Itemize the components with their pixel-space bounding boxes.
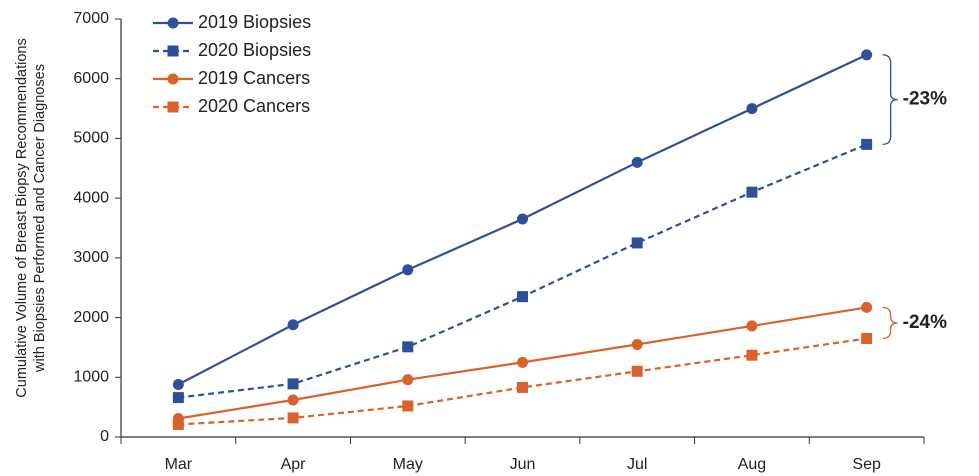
- x-tick-label: May: [393, 456, 423, 473]
- marker: [861, 49, 873, 61]
- brace: [882, 54, 898, 146]
- y-tick-label: 2000: [73, 309, 109, 326]
- x-tick-label: Aug: [738, 456, 766, 473]
- marker: [517, 291, 528, 303]
- y-tick-label: 1000: [73, 369, 109, 386]
- marker: [287, 412, 299, 424]
- marker: [746, 186, 758, 198]
- x-tick-label: Jun: [510, 456, 536, 473]
- marker: [167, 45, 179, 57]
- marker: [167, 101, 179, 113]
- marker: [402, 341, 414, 353]
- marker: [517, 381, 528, 393]
- annotation: -23%: [903, 89, 947, 110]
- marker: [172, 378, 184, 390]
- marker: [287, 394, 299, 406]
- marker: [746, 103, 758, 115]
- brace: [882, 306, 898, 340]
- marker: [287, 378, 299, 390]
- x-tick-label: Apr: [281, 456, 307, 473]
- x-tick-label: Mar: [165, 456, 193, 473]
- marker: [631, 365, 643, 377]
- marker: [861, 332, 873, 344]
- marker: [402, 374, 414, 386]
- series-line: [178, 337, 867, 426]
- marker: [861, 138, 873, 150]
- marker: [861, 301, 873, 313]
- y-tick-label: 3000: [73, 249, 109, 266]
- marker: [172, 392, 184, 404]
- marker: [631, 156, 643, 168]
- annotation: -24%: [903, 312, 947, 333]
- y-tick-label: 0: [100, 428, 109, 445]
- y-tick-label: 4000: [73, 189, 109, 206]
- marker: [167, 73, 179, 85]
- marker: [746, 320, 758, 332]
- y-tick-label: 5000: [73, 130, 109, 147]
- x-tick-label: Jul: [627, 456, 647, 473]
- marker: [167, 17, 179, 29]
- legend-label: 2019 Cancers: [198, 68, 310, 88]
- marker: [517, 213, 528, 225]
- legend-label: 2019 Biopsies: [198, 12, 311, 32]
- marker: [402, 264, 414, 276]
- legend-label: 2020 Cancers: [198, 96, 310, 116]
- y-tick-label: 7000: [73, 10, 109, 27]
- marker: [287, 319, 299, 331]
- marker: [746, 349, 758, 361]
- marker: [402, 400, 414, 412]
- marker: [631, 237, 643, 249]
- marker: [172, 418, 184, 430]
- marker: [517, 356, 528, 368]
- y-tick-label: 6000: [73, 70, 109, 87]
- y-axis-label: Cumulative Volume of Breast Biopsy Recom…: [14, 38, 30, 397]
- y-axis-label: with Biopsies Performed and Cancer Diagn…: [32, 64, 48, 373]
- x-tick-label: Sep: [852, 456, 881, 473]
- legend-label: 2020 Biopsies: [198, 40, 311, 60]
- marker: [631, 338, 643, 350]
